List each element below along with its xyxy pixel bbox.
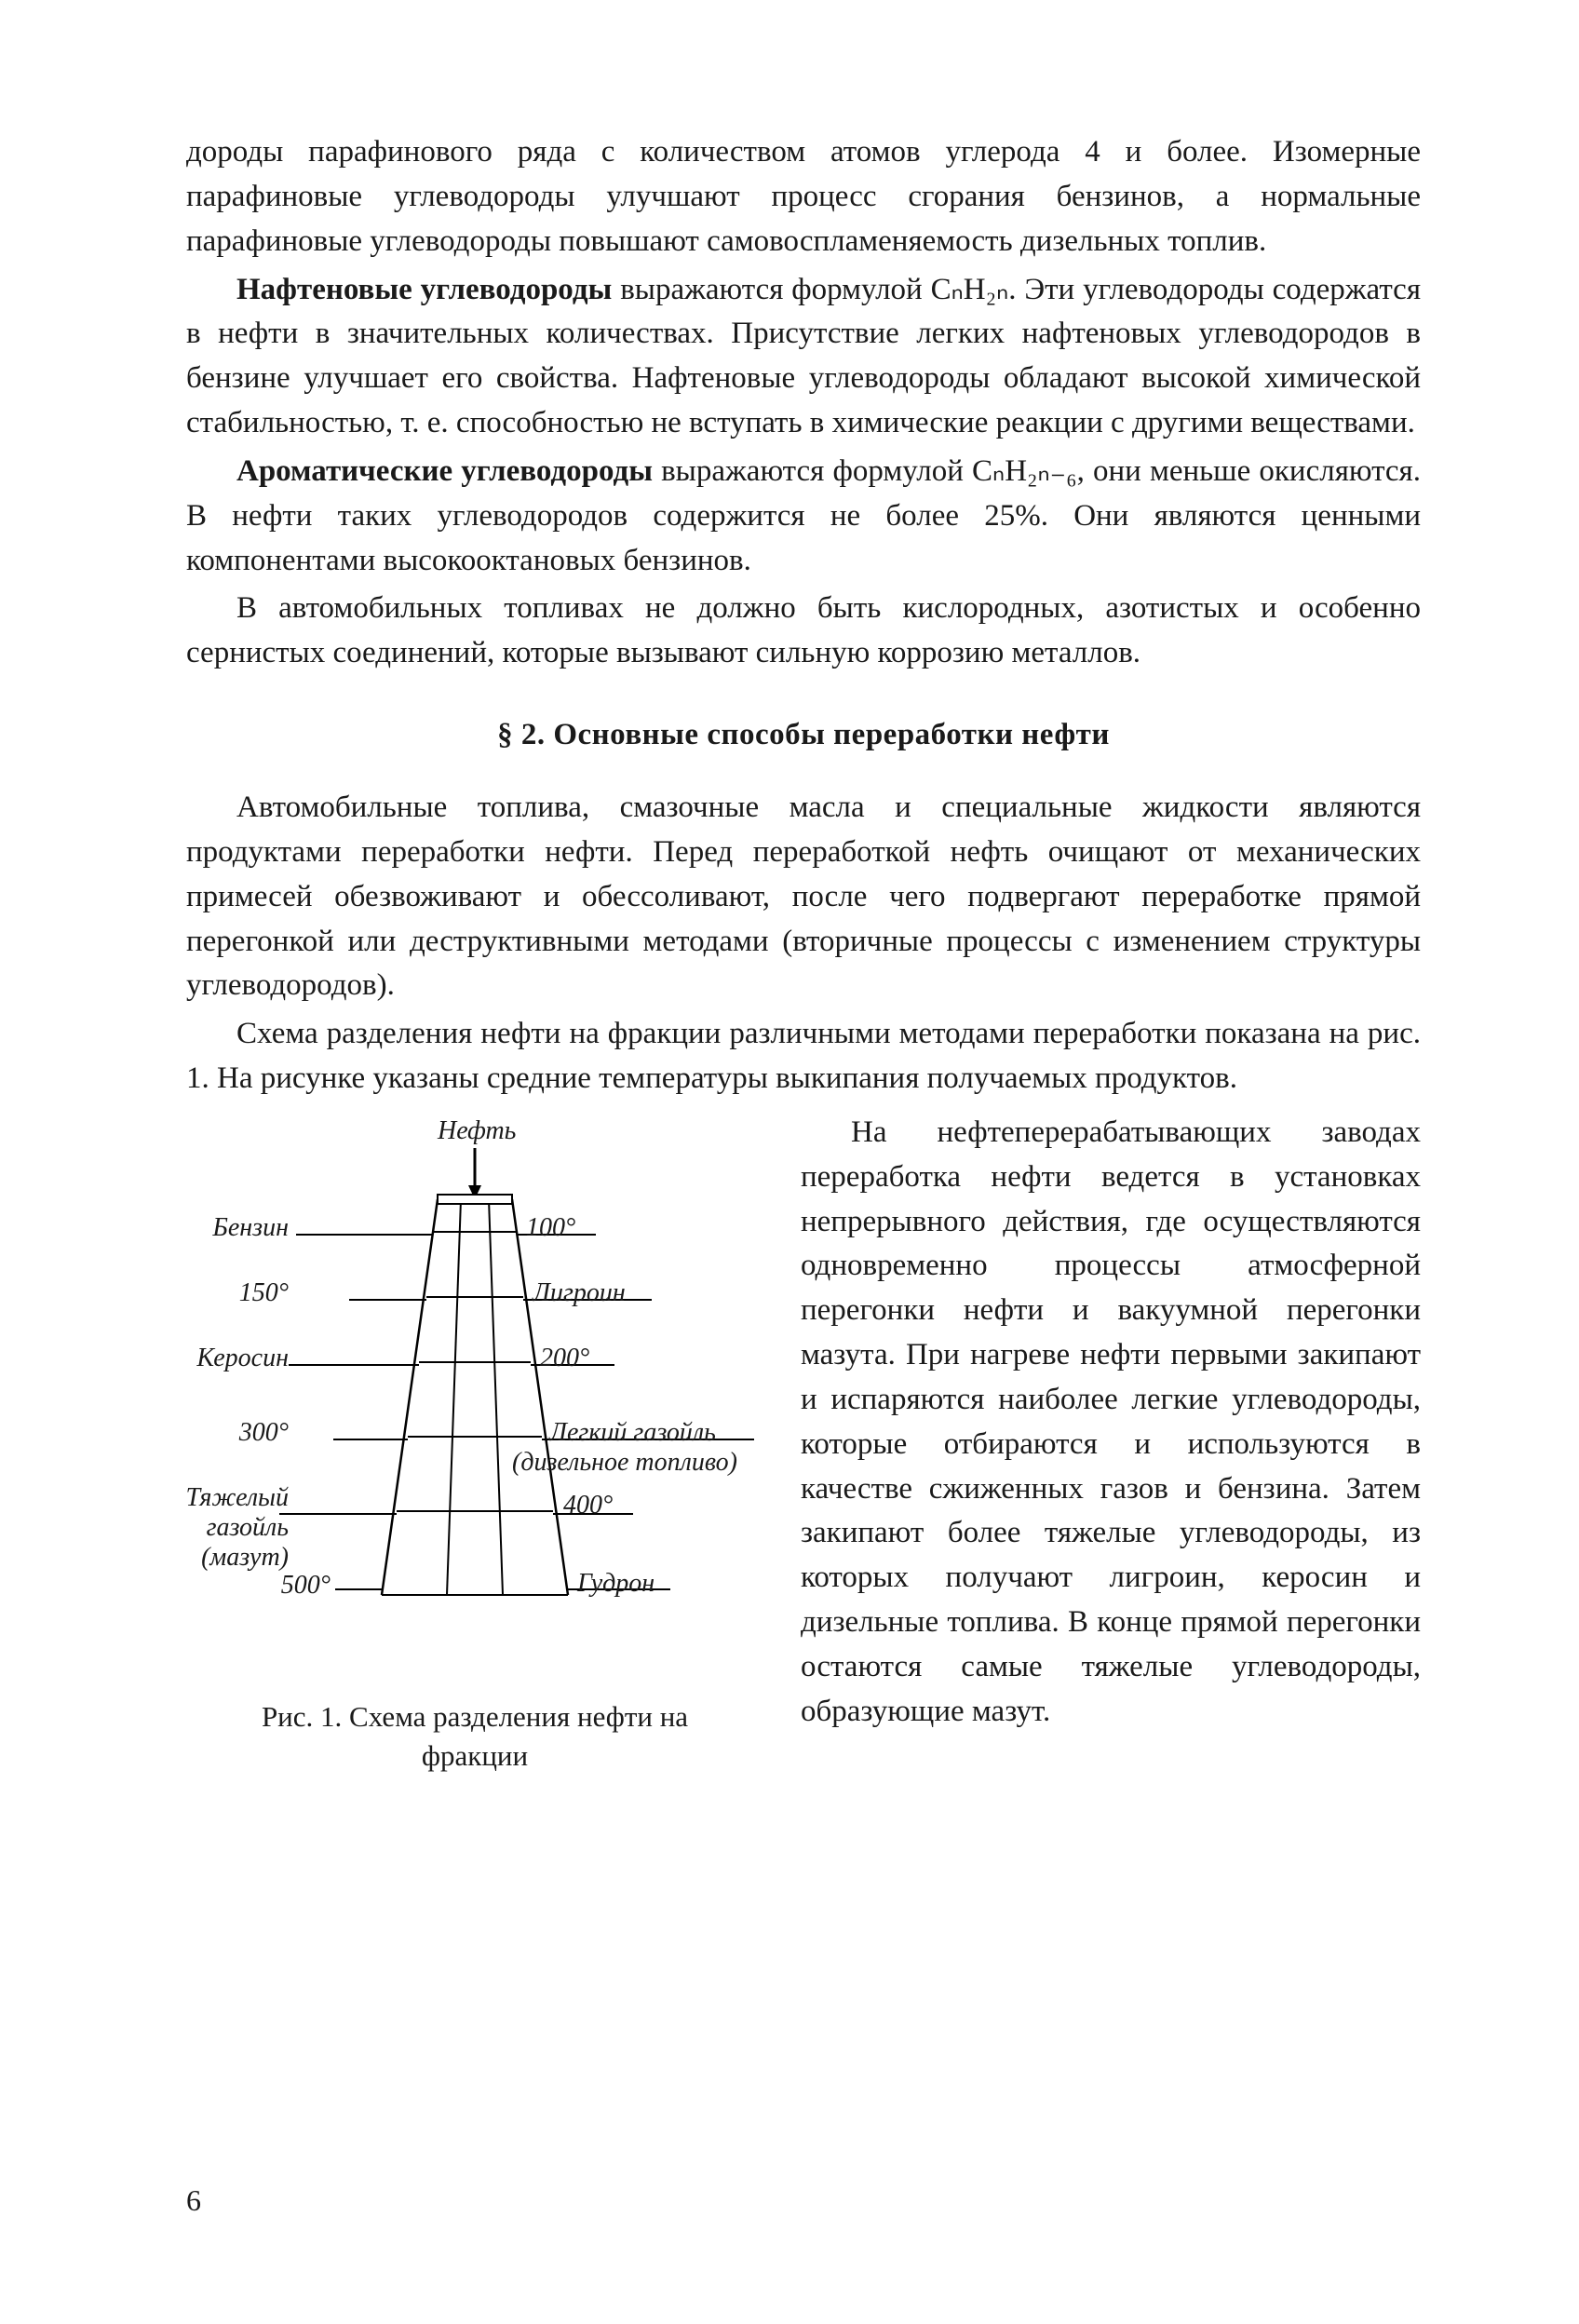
label-heavy-gasoil: Тяжелый газойль (мазут) bbox=[102, 1483, 289, 1574]
temp-150: 150° bbox=[102, 1275, 289, 1313]
page-number: 6 bbox=[186, 2179, 201, 2222]
figure-column: Нефть Бензин 100° 150° Лигроин Керосин 2… bbox=[186, 1111, 763, 1776]
label-diesel-sub: (дизельное топливо) bbox=[512, 1444, 737, 1482]
term-aromatic: Ароматические углеводороды bbox=[236, 454, 653, 488]
temp-500: 500° bbox=[237, 1567, 331, 1605]
figure-and-text: Нефть Бензин 100° 150° Лигроин Керосин 2… bbox=[186, 1111, 1421, 1776]
label-ligroin: Лигроин bbox=[533, 1275, 626, 1313]
label-neft: Нефть bbox=[438, 1113, 516, 1151]
label-benzin: Бензин bbox=[102, 1209, 289, 1248]
temp-200: 200° bbox=[540, 1340, 589, 1378]
distillation-diagram: Нефть Бензин 100° 150° Лигроин Керосин 2… bbox=[196, 1111, 754, 1632]
paragraph-7: На нефтеперерабатывающих заводах перераб… bbox=[801, 1111, 1421, 1735]
paragraph-3: Ароматические углеводороды выражаются фо… bbox=[186, 450, 1421, 584]
temp-400: 400° bbox=[563, 1487, 613, 1525]
temp-300: 300° bbox=[102, 1414, 289, 1452]
paragraph-4: В автомобильных топливах не должно быть … bbox=[186, 587, 1421, 676]
label-gudron: Гудрон bbox=[577, 1565, 655, 1603]
temp-100: 100° bbox=[526, 1209, 575, 1248]
figure-caption: Рис. 1. Схема разделения нефти на фракци… bbox=[186, 1697, 763, 1776]
paragraph-5: Автомобильные топлива, смазочные масла и… bbox=[186, 786, 1421, 1008]
right-text-column: На нефтеперерабатывающих заводах перераб… bbox=[801, 1111, 1421, 1776]
label-kerosin: Керосин bbox=[102, 1340, 289, 1378]
paragraph-2: Нафтеновые углеводороды выражаются форму… bbox=[186, 268, 1421, 446]
paragraph-6: Схема разделения нефти на фракции различ… bbox=[186, 1012, 1421, 1101]
page: дороды парафинового ряда с количеством а… bbox=[0, 0, 1579, 2324]
section-title: § 2. Основные способы переработки нефти bbox=[186, 713, 1421, 758]
term-naphthenic: Нафтеновые углеводороды bbox=[236, 273, 612, 306]
paragraph-1: дороды парафинового ряда с количеством а… bbox=[186, 130, 1421, 264]
